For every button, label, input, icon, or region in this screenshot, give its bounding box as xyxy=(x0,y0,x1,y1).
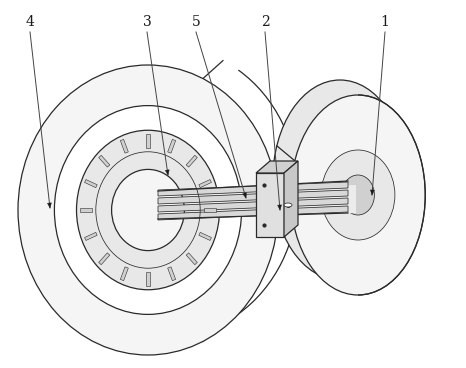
Polygon shape xyxy=(204,208,216,212)
Polygon shape xyxy=(186,253,197,265)
Polygon shape xyxy=(158,206,348,220)
Polygon shape xyxy=(199,232,212,240)
Polygon shape xyxy=(158,182,348,196)
Ellipse shape xyxy=(111,169,185,251)
Polygon shape xyxy=(146,134,150,148)
Ellipse shape xyxy=(303,135,377,225)
Polygon shape xyxy=(120,139,128,153)
Ellipse shape xyxy=(342,175,374,215)
Polygon shape xyxy=(84,232,97,240)
Ellipse shape xyxy=(76,130,219,290)
Ellipse shape xyxy=(18,65,278,355)
Text: 5: 5 xyxy=(192,15,200,29)
Polygon shape xyxy=(256,161,298,173)
Polygon shape xyxy=(146,272,150,286)
Polygon shape xyxy=(168,139,176,153)
Ellipse shape xyxy=(55,106,241,314)
Polygon shape xyxy=(284,161,298,237)
Text: 3: 3 xyxy=(143,15,151,29)
Polygon shape xyxy=(99,155,110,167)
Polygon shape xyxy=(80,208,92,212)
Polygon shape xyxy=(48,203,51,208)
Polygon shape xyxy=(168,267,176,280)
Polygon shape xyxy=(120,267,128,280)
Ellipse shape xyxy=(291,95,425,295)
Text: 1: 1 xyxy=(381,15,390,29)
Polygon shape xyxy=(186,155,197,167)
Ellipse shape xyxy=(273,80,407,280)
Polygon shape xyxy=(165,170,169,175)
Polygon shape xyxy=(158,198,348,212)
Text: 4: 4 xyxy=(26,15,34,29)
Text: 2: 2 xyxy=(260,15,269,29)
Polygon shape xyxy=(278,205,281,210)
Ellipse shape xyxy=(284,203,292,207)
Ellipse shape xyxy=(321,150,395,240)
Polygon shape xyxy=(158,190,348,204)
Polygon shape xyxy=(158,185,356,219)
Polygon shape xyxy=(243,192,247,198)
Polygon shape xyxy=(256,173,284,237)
Polygon shape xyxy=(199,180,212,188)
Polygon shape xyxy=(370,190,374,195)
Polygon shape xyxy=(99,253,110,265)
Polygon shape xyxy=(84,180,97,188)
